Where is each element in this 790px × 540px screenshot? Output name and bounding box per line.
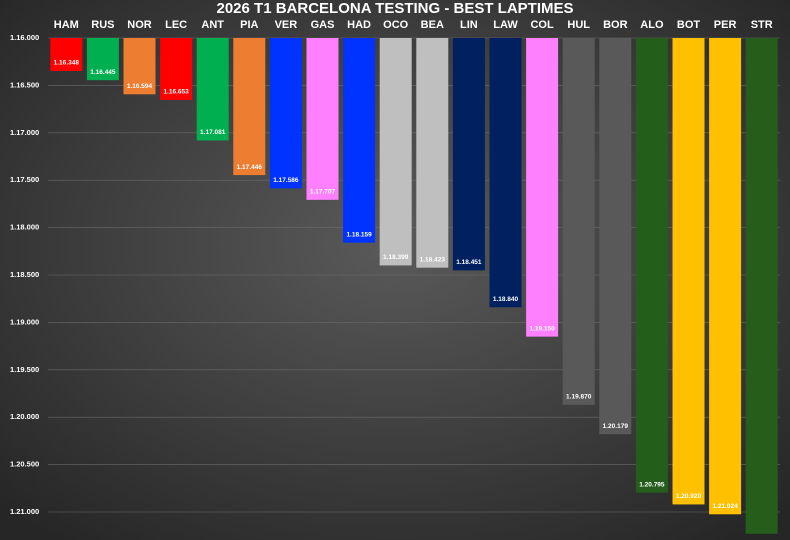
value-label: 1.18.159 — [346, 231, 372, 238]
bar — [635, 38, 668, 493]
bar — [269, 38, 302, 189]
x-tick-label: LEC — [165, 19, 187, 31]
value-label: 1.17.081 — [200, 129, 226, 136]
x-tick-label: OCO — [383, 19, 409, 31]
x-tick-label: GAS — [311, 19, 335, 31]
bar — [745, 38, 778, 534]
value-label: 1.17.586 — [273, 177, 299, 184]
bar — [233, 38, 266, 176]
bar — [379, 38, 412, 266]
y-tick-label: 1.20.500 — [10, 460, 39, 469]
x-tick-label: ALO — [640, 19, 664, 31]
value-label: 1.20.920 — [676, 493, 702, 500]
bar — [599, 38, 632, 435]
value-label: 1.16.594 — [127, 83, 153, 90]
chart-title: 2026 T1 BARCELONA TESTING - BEST LAPTIME… — [217, 0, 574, 17]
bar — [526, 38, 559, 337]
value-label: 1.18.840 — [493, 296, 519, 303]
y-tick-label: 1.16.000 — [10, 33, 39, 42]
bar — [709, 38, 742, 515]
y-tick-label: 1.17.500 — [10, 175, 39, 184]
y-tick-label: 1.19.000 — [10, 317, 39, 326]
bar — [196, 38, 229, 141]
bar — [416, 38, 449, 268]
x-tick-label: BOR — [603, 19, 628, 31]
value-label: 1.19.150 — [529, 325, 555, 332]
bar — [672, 38, 705, 505]
bar — [343, 38, 376, 243]
y-tick-label: 1.17.000 — [10, 128, 39, 137]
bar — [86, 38, 119, 81]
x-tick-label: HAD — [347, 19, 371, 31]
x-tick-label: BOT — [677, 19, 701, 31]
y-tick-label: 1.18.000 — [10, 223, 39, 232]
bar — [123, 38, 156, 95]
bar — [489, 38, 522, 308]
x-tick-label: RUS — [91, 19, 114, 31]
bar — [452, 38, 485, 271]
bar — [306, 38, 339, 200]
x-tick-label: COL — [530, 19, 554, 31]
y-tick-label: 1.21.000 — [10, 507, 39, 516]
value-label: 1.20.795 — [639, 481, 665, 488]
value-label: 1.17.446 — [237, 164, 263, 171]
x-tick-label: HAM — [54, 19, 79, 31]
x-tick-label: VER — [275, 19, 298, 31]
value-label: 1.21.024 — [712, 503, 738, 510]
x-tick-label: BEA — [421, 19, 444, 31]
value-label: 1.18.423 — [420, 256, 446, 263]
bar — [50, 38, 83, 71]
x-tick-label: PER — [714, 19, 737, 31]
bar — [562, 38, 595, 405]
bar — [160, 38, 193, 100]
value-label: 1.16.445 — [90, 69, 116, 76]
x-tick-label: ANT — [201, 19, 224, 31]
x-tick-label: PIA — [240, 19, 258, 31]
y-tick-label: 1.19.500 — [10, 365, 39, 374]
value-label: 1.18.451 — [456, 259, 482, 266]
value-label: 1.20.179 — [603, 423, 629, 430]
x-tick-label: LAW — [493, 19, 518, 31]
x-tick-label: HUL — [567, 19, 590, 31]
y-tick-label: 1.18.500 — [10, 270, 39, 279]
x-tick-label: LIN — [460, 19, 478, 31]
y-tick-label: 1.20.000 — [10, 412, 39, 421]
x-tick-label: STR — [751, 19, 773, 31]
x-tick-label: NOR — [127, 19, 152, 31]
value-label: 1.17.707 — [310, 189, 336, 196]
value-label: 1.19.870 — [566, 394, 592, 401]
value-label: 1.18.399 — [383, 254, 409, 261]
y-tick-label: 1.16.500 — [10, 80, 39, 89]
value-label: 1.16.653 — [163, 89, 189, 96]
value-label: 1.16.348 — [54, 60, 80, 67]
